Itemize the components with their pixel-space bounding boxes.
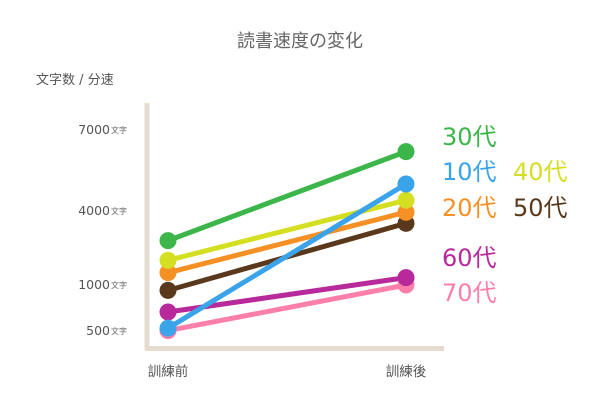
data-point-30s-after (397, 143, 415, 161)
y-tick-1000: 1000 文字 (78, 277, 127, 292)
data-point-10s-after (397, 175, 415, 193)
data-point-40s-before (159, 251, 177, 269)
legend-20s: 20代 (442, 194, 497, 222)
data-point-40s-after (397, 191, 415, 209)
series-line-70s (165, 282, 409, 334)
y-tick-unit: 文字 (111, 326, 127, 336)
y-tick-500: 500 文字 (86, 323, 127, 338)
y-tick-value: 1000 (78, 277, 110, 292)
legend-30s: 30代 (442, 123, 497, 151)
legend-10s: 10代 (442, 158, 497, 186)
series-10s (159, 175, 415, 337)
data-point-50s-before (159, 281, 177, 299)
legend-70s: 70代 (442, 279, 497, 307)
legend-50s: 50代 (513, 194, 568, 222)
y-tick-value: 4000 (78, 203, 110, 218)
legend-60s: 60代 (442, 244, 497, 272)
y-tick-unit: 文字 (111, 125, 127, 135)
series-20s (159, 203, 415, 282)
data-point-60s-before (159, 303, 177, 321)
x-category-after: 訓練後 (386, 364, 427, 380)
y-tick-labels: 7000 文字 4000 文字 1000 文字 500 文字 (78, 122, 127, 338)
legend-40s: 40代 (513, 158, 568, 186)
series-30s (159, 143, 415, 250)
data-point-10s-before (159, 319, 177, 337)
series-line-20s (165, 209, 409, 276)
legend: 30代 10代 40代 20代 50代 60代 70代 (442, 123, 568, 307)
y-tick-4000: 4000 文字 (78, 203, 127, 218)
series-line-10s (165, 181, 409, 331)
data-point-60s-after (397, 269, 415, 287)
data-point-30s-before (159, 232, 177, 250)
x-category-before: 訓練前 (148, 363, 189, 380)
data-point-20s-before (159, 264, 177, 282)
y-tick-unit: 文字 (111, 206, 127, 216)
series-layer (159, 143, 415, 340)
data-point-20s-after (397, 203, 415, 221)
y-tick-value: 7000 (78, 122, 110, 137)
y-axis-label: 文字数 / 分速 (36, 73, 114, 88)
y-tick-7000: 7000 文字 (78, 122, 127, 137)
y-tick-unit: 文字 (111, 280, 127, 290)
series-line-30s (165, 149, 409, 244)
chart-title: 読書速度の変化 (237, 31, 363, 52)
y-tick-value: 500 (86, 323, 110, 338)
series-line-40s (165, 197, 409, 263)
